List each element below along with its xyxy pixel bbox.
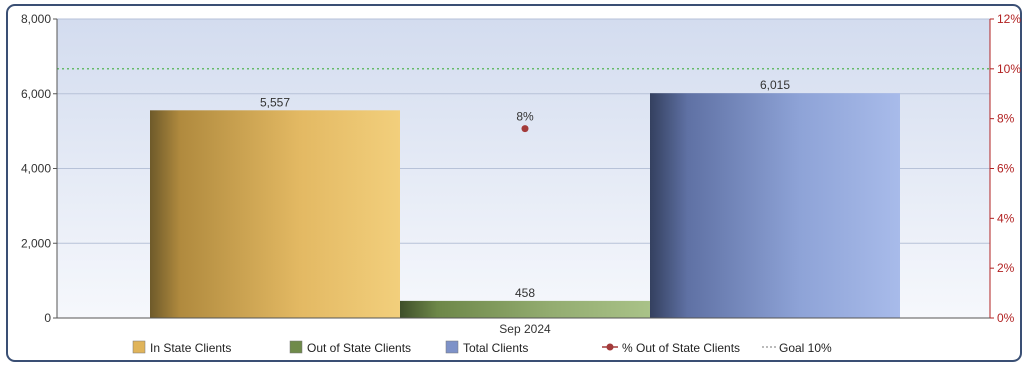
y-right-tick-label: 6% [997, 162, 1015, 176]
legend-label: Goal 10% [779, 341, 832, 355]
y-right-tick-label: 0% [997, 311, 1015, 325]
bar-data-label: 6,015 [760, 78, 790, 92]
y-right-tick-label: 10% [997, 62, 1021, 76]
line-series-data-label: 8% [516, 110, 534, 124]
legend-swatch [132, 340, 146, 354]
legend-label: In State Clients [150, 341, 231, 355]
y-right-tick-label: 4% [997, 211, 1015, 225]
line-series-point [521, 125, 529, 133]
y-left-tick-label: 0 [44, 311, 51, 325]
legend-point-marker [606, 343, 614, 351]
y-right-tick-label: 2% [997, 261, 1015, 275]
y-left-tick-label: 4,000 [21, 162, 51, 176]
x-tick-label: Sep 2024 [499, 322, 551, 336]
bar-data-label: 5,557 [260, 95, 290, 109]
legend-swatch [445, 340, 459, 354]
y-left-tick-label: 2,000 [21, 236, 51, 250]
legend-label: Total Clients [463, 341, 528, 355]
legend-label: % Out of State Clients [622, 341, 740, 355]
bar-data-label: 458 [515, 286, 535, 300]
legend-swatch [289, 340, 303, 354]
legend-label: Out of State Clients [307, 341, 411, 355]
y-left-tick-label: 8,000 [21, 12, 51, 26]
y-left-tick-label: 6,000 [21, 87, 51, 101]
bar-in-state-clients [150, 110, 400, 318]
bar-total-clients [650, 93, 900, 318]
y-right-tick-label: 12% [997, 12, 1021, 26]
y-right-tick-label: 8% [997, 112, 1015, 126]
bar-out-of-state-clients [400, 300, 650, 318]
